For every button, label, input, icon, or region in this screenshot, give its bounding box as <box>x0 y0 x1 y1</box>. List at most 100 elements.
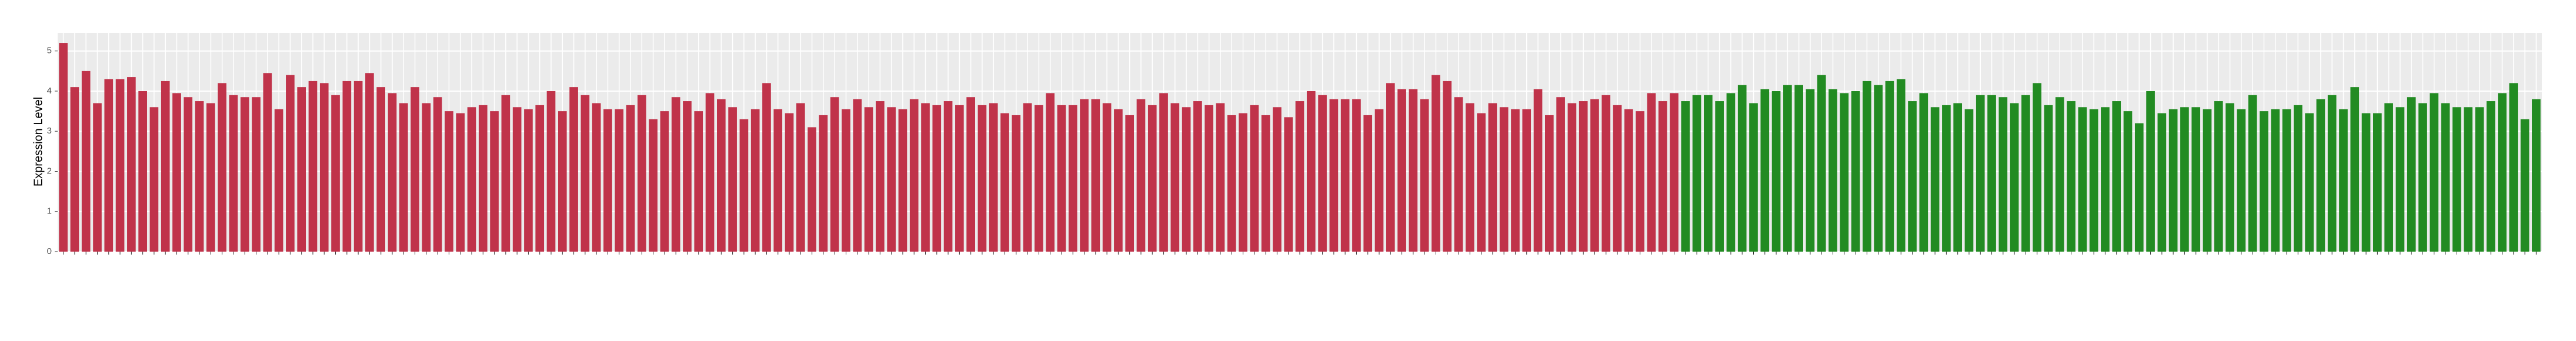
bar <box>1726 93 1736 252</box>
bar <box>2168 109 2178 252</box>
bar <box>1863 81 1871 252</box>
bar <box>331 95 340 252</box>
bar <box>1681 101 1690 252</box>
bar <box>1511 109 1520 252</box>
bar <box>592 103 601 252</box>
bar <box>1828 89 1837 252</box>
bar <box>1590 99 1599 252</box>
y-tick-label: 5 <box>47 46 52 56</box>
bar <box>512 107 522 252</box>
bar <box>1987 95 1996 252</box>
bar <box>1454 97 1463 252</box>
bar <box>2327 95 2337 252</box>
bar <box>501 95 510 252</box>
bar <box>694 111 703 252</box>
bar <box>2339 109 2348 252</box>
bar <box>2237 109 2246 252</box>
bar <box>2452 107 2461 252</box>
bar <box>2271 109 2280 252</box>
bar <box>1465 103 1474 252</box>
bar <box>1432 75 1440 252</box>
bar <box>2282 109 2291 252</box>
bar <box>342 81 352 252</box>
bar <box>943 101 953 252</box>
bar <box>796 103 805 252</box>
bar <box>1340 99 1350 252</box>
bar <box>138 91 147 252</box>
bar <box>1012 115 1021 252</box>
bar <box>750 109 760 252</box>
bar <box>2248 95 2257 252</box>
bar <box>2203 109 2212 252</box>
bar <box>183 97 193 252</box>
bar <box>353 81 363 252</box>
bar <box>1896 79 1906 252</box>
bar <box>649 119 658 252</box>
bar <box>2033 83 2042 252</box>
bar <box>1885 81 1894 252</box>
bar <box>127 77 136 252</box>
bar <box>2157 113 2167 252</box>
bar <box>1080 99 1089 252</box>
y-tick-label: 0 <box>47 246 52 256</box>
bar <box>467 107 476 252</box>
bar <box>2123 111 2133 252</box>
bar <box>1658 101 1667 252</box>
bar <box>1579 101 1588 252</box>
bar <box>2395 107 2405 252</box>
bar <box>2021 95 2030 252</box>
bar <box>2067 101 2076 252</box>
bar <box>626 105 635 252</box>
bar <box>1409 89 1418 252</box>
bar <box>807 127 816 252</box>
bar <box>1533 89 1543 252</box>
bar <box>1091 99 1100 252</box>
bar <box>1420 99 1429 252</box>
bar <box>104 79 114 252</box>
bar <box>1840 93 1849 252</box>
bar <box>785 113 794 252</box>
bar <box>671 97 680 252</box>
bar <box>274 109 283 252</box>
bar <box>2134 123 2144 252</box>
y-tick-label: 3 <box>47 126 52 136</box>
bar <box>376 87 386 252</box>
bar <box>2486 101 2495 252</box>
bar <box>819 115 828 252</box>
bar <box>411 87 419 252</box>
bar <box>2316 99 2325 252</box>
bar <box>1806 89 1815 252</box>
bar <box>456 113 465 252</box>
bar <box>830 97 839 252</box>
bar <box>1239 113 1247 252</box>
bar <box>989 103 998 252</box>
bar <box>1193 101 1202 252</box>
bar <box>1329 99 1339 252</box>
bar <box>524 109 533 252</box>
bar <box>229 95 238 252</box>
bar <box>1783 85 1792 252</box>
bar <box>1760 89 1770 252</box>
bar <box>1204 105 1214 252</box>
bar <box>1295 101 1304 252</box>
bar <box>1601 95 1611 252</box>
bar <box>206 103 215 252</box>
bar <box>1624 109 1633 252</box>
bar <box>546 91 556 252</box>
bar <box>1170 103 1180 252</box>
bar <box>2520 119 2530 252</box>
bar <box>1023 103 1032 252</box>
bar <box>773 109 783 252</box>
bar <box>955 105 964 252</box>
bar <box>853 99 862 252</box>
bar <box>1216 103 1225 252</box>
bar <box>1488 103 1497 252</box>
bar <box>70 87 79 252</box>
bar <box>490 111 499 252</box>
bar <box>218 83 227 252</box>
bar <box>59 43 68 252</box>
bar <box>308 81 318 252</box>
bar <box>286 75 295 252</box>
y-tick-label: 2 <box>47 166 52 176</box>
bar <box>2361 113 2371 252</box>
